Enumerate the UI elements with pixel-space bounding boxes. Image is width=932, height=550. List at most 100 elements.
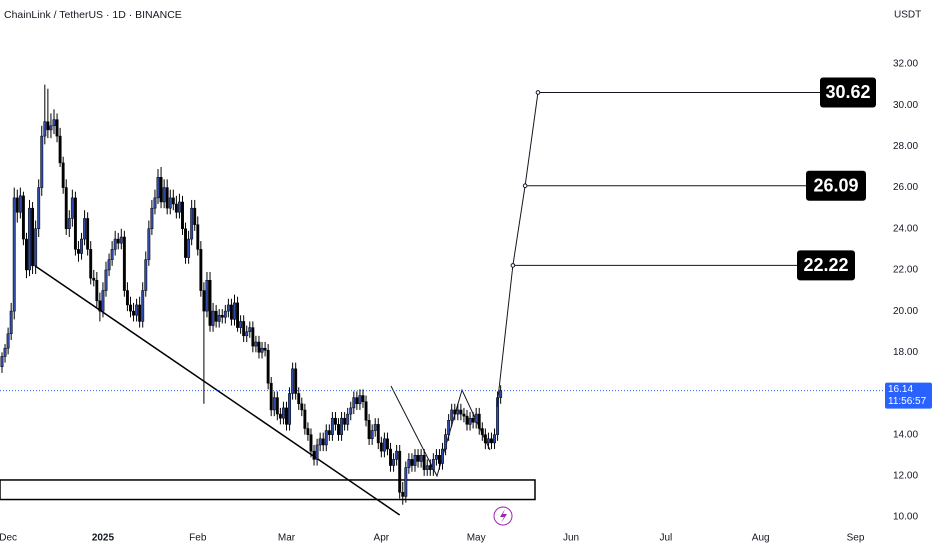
candle-body — [364, 401, 368, 421]
candle-body — [46, 121, 50, 131]
candle-body — [425, 465, 429, 470]
candle-body — [324, 430, 328, 446]
candle-body — [428, 465, 432, 470]
candle-body — [349, 407, 353, 415]
candle-body — [483, 434, 487, 444]
candle-body — [101, 290, 105, 312]
candle-body — [300, 403, 304, 411]
candle-body — [413, 455, 417, 466]
candle-body — [214, 310, 218, 322]
candle-body — [358, 395, 362, 405]
candle-body — [306, 428, 310, 435]
candle-body — [410, 459, 414, 466]
candle-body — [171, 197, 175, 205]
candle-body — [242, 321, 246, 337]
candle-body — [275, 397, 279, 415]
candle-body — [217, 314, 221, 322]
target-box — [806, 170, 866, 201]
candle-body — [355, 397, 359, 405]
candle-body — [386, 438, 389, 450]
candle-body — [370, 430, 374, 440]
candle-body — [453, 409, 457, 415]
candle-body — [327, 430, 331, 435]
candle-body — [223, 310, 227, 318]
target-point — [522, 183, 528, 189]
candle-body — [490, 438, 493, 444]
target-label: 26.09 — [813, 175, 858, 195]
candle-body — [281, 407, 285, 419]
candle-body — [441, 448, 444, 464]
candle-body — [468, 417, 472, 425]
x-tick-label: Apr — [374, 533, 390, 544]
candle-body — [28, 207, 31, 271]
candle-body — [361, 395, 365, 402]
candle-body — [404, 467, 408, 497]
candle-body — [291, 368, 295, 394]
candle-body — [162, 187, 166, 203]
candle-body — [257, 341, 261, 353]
candle-body — [86, 218, 90, 250]
candle-body — [165, 187, 169, 209]
x-tick-label: Sep — [847, 533, 865, 544]
candle-body — [18, 195, 22, 213]
candle-body — [159, 177, 163, 203]
candle-body — [245, 331, 249, 337]
candle-body — [156, 177, 160, 199]
candle-body — [493, 434, 496, 444]
y-tick-label: 18.00 — [893, 347, 918, 358]
candle-body — [220, 314, 224, 318]
candle-body — [113, 238, 117, 250]
candle-body — [110, 249, 114, 260]
candle-body — [77, 249, 80, 254]
currency-label: USDT — [894, 10, 921, 21]
candle-body — [297, 393, 301, 405]
candle-body — [89, 249, 93, 279]
candle-body — [184, 228, 187, 258]
candle-body — [315, 444, 319, 460]
candle-body — [294, 368, 298, 394]
candle-body — [419, 455, 423, 462]
support-zone — [0, 479, 536, 501]
y-tick-label: 32.00 — [893, 59, 918, 70]
candle-body — [233, 302, 236, 320]
candle-body — [321, 438, 325, 446]
chart-title: ChainLink / TetherUS · 1D · BINANCE — [4, 9, 182, 21]
x-tick-label: Aug — [752, 533, 770, 544]
candle-body — [459, 409, 463, 415]
candle-body — [187, 238, 191, 258]
candle-body — [438, 455, 441, 464]
candle-body — [486, 438, 490, 444]
candle-body — [236, 302, 240, 328]
candle-body — [31, 207, 35, 267]
candle-body — [67, 218, 71, 230]
candle-body — [462, 413, 466, 417]
candle-body — [392, 459, 396, 466]
candle-body — [263, 347, 267, 351]
candle-body — [389, 448, 392, 466]
candle-body — [456, 409, 460, 415]
candle-body — [398, 450, 402, 493]
candle-body — [177, 201, 181, 213]
candle-body — [107, 259, 111, 271]
target-label: 22.22 — [803, 255, 848, 275]
candle-body — [450, 409, 454, 421]
candle-body — [174, 203, 178, 213]
x-tick-label: May — [467, 533, 486, 544]
price-tag-value: 16.14 — [888, 384, 913, 395]
candle-body — [333, 417, 337, 425]
candle-body — [104, 269, 108, 291]
projection-line — [496, 92, 539, 408]
y-tick-label: 14.00 — [893, 429, 918, 440]
candle-body — [153, 197, 157, 209]
candle-body — [278, 413, 282, 419]
candle-body — [64, 187, 68, 230]
candle-body — [181, 201, 184, 230]
candle-body — [116, 238, 120, 244]
candle-body — [471, 417, 475, 423]
candle-body — [6, 333, 10, 349]
candle-body — [52, 119, 56, 127]
price-tag-countdown: 11:56:57 — [888, 396, 927, 407]
candle-body — [150, 207, 154, 230]
x-tick-label: Mar — [278, 533, 296, 544]
